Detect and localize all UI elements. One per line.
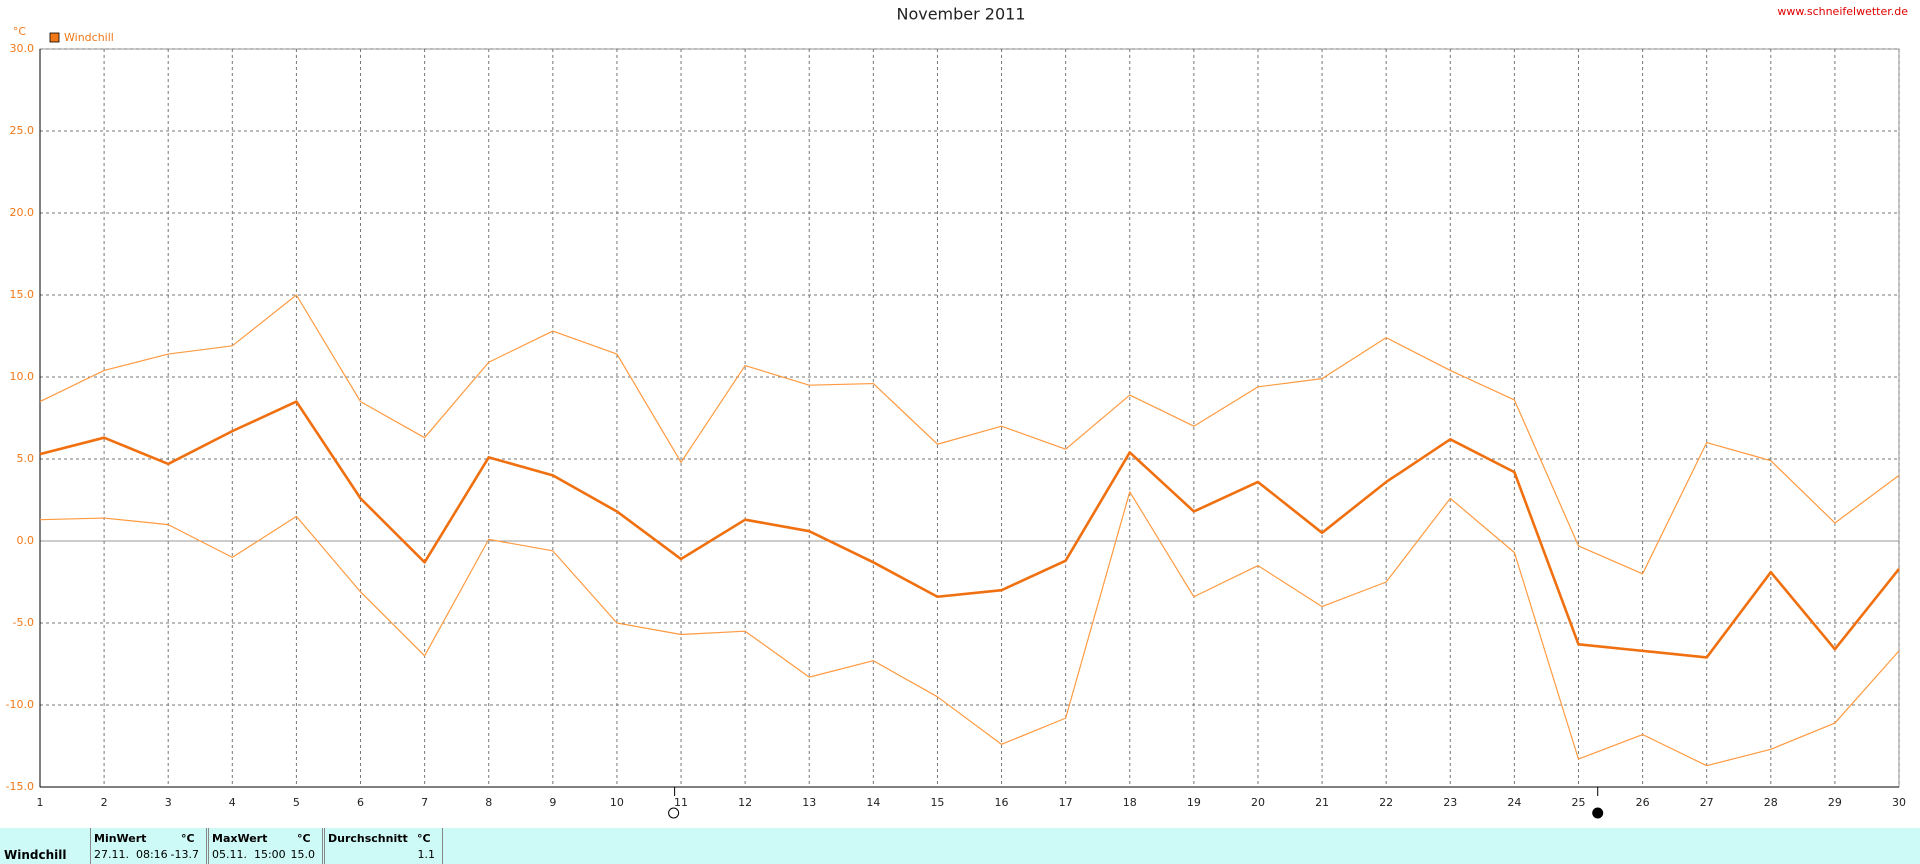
stats-name: Windchill (4, 848, 67, 862)
x-tick-label: 29 (1828, 796, 1842, 809)
x-tick-label: 8 (485, 796, 492, 809)
x-tick-label: 30 (1892, 796, 1906, 809)
x-tick-label: 10 (610, 796, 624, 809)
legend-label: Windchill (64, 31, 114, 44)
x-tick-label: 2 (101, 796, 108, 809)
chart: November 2011 www.schneifelwetter.de °C … (6, 5, 1908, 819)
watermark: www.schneifelwetter.de (1777, 5, 1908, 18)
windchill-line (39, 294, 1900, 575)
stats-unit: °C (181, 832, 195, 845)
x-tick-label: 20 (1251, 796, 1265, 809)
y-tick-label: 10.0 (10, 370, 35, 383)
x-tick-label: 28 (1764, 796, 1778, 809)
x-tick-label: 13 (802, 796, 816, 809)
x-tick-label: 15 (930, 796, 944, 809)
stats-value: -13.7 (170, 848, 199, 861)
y-tick-label: 15.0 (10, 288, 35, 301)
x-tick-label: 6 (357, 796, 364, 809)
full-moon (668, 807, 680, 819)
y-tick-label: -10.0 (6, 698, 34, 711)
stats-column (324, 828, 443, 864)
x-tick-label: 1 (37, 796, 44, 809)
stats-time: 27.11. 08:16 (94, 848, 168, 861)
y-tick-label: 5.0 (17, 452, 35, 465)
y-tick-label: 30.0 (10, 42, 35, 55)
x-tick-label: 12 (738, 796, 752, 809)
windchill-line (39, 400, 1901, 659)
y-tick-label: -15.0 (6, 780, 34, 793)
x-tick-label: 7 (421, 796, 428, 809)
x-tick-label: 21 (1315, 796, 1329, 809)
x-tick-label: 4 (229, 796, 236, 809)
x-tick-label: 14 (866, 796, 880, 809)
stats-unit: °C (417, 832, 431, 845)
x-tick-label: 25 (1571, 796, 1585, 809)
y-tick-label: 20.0 (10, 206, 35, 219)
chart-title: November 2011 (896, 5, 1025, 24)
x-tick-label: 27 (1700, 796, 1714, 809)
stats-column (90, 828, 207, 864)
x-tick-label: 26 (1636, 796, 1650, 809)
stats-header: MaxWert (212, 832, 268, 845)
stats-column (208, 828, 323, 864)
x-tick-label: 16 (995, 796, 1009, 809)
stats-value: 15.0 (290, 848, 316, 861)
x-tick-label: 3 (165, 796, 172, 809)
new-moon (1592, 807, 1604, 819)
stats-value: 1.1 (417, 848, 436, 861)
x-tick-label: 9 (549, 796, 556, 809)
x-tick-label: 11 (674, 796, 688, 809)
stats-header: Durchschnitt (328, 832, 408, 845)
x-tick-label: 23 (1443, 796, 1457, 809)
x-tick-label: 5 (293, 796, 300, 809)
x-tick-label: 24 (1507, 796, 1521, 809)
y-tick-label: 25.0 (10, 124, 35, 137)
stats-time: 05.11. 15:00 (212, 848, 286, 861)
y-unit: °C (13, 25, 27, 38)
stats-unit: °C (297, 832, 311, 845)
x-tick-label: 17 (1059, 796, 1073, 809)
y-tick-label: 0.0 (17, 534, 35, 547)
stats-table: Windchill MinWert °C 27.11. 08:16 -13.7 MaxWe… (0, 828, 1920, 864)
plot-frame (39, 48, 1900, 788)
x-tick-label: 19 (1187, 796, 1201, 809)
x-tick-label: 22 (1379, 796, 1393, 809)
windchill-line (39, 491, 1900, 767)
stats-header: MinWert (94, 832, 147, 845)
legend-swatch (49, 32, 60, 43)
x-tick-label: 18 (1123, 796, 1137, 809)
y-tick-label: -5.0 (13, 616, 34, 629)
